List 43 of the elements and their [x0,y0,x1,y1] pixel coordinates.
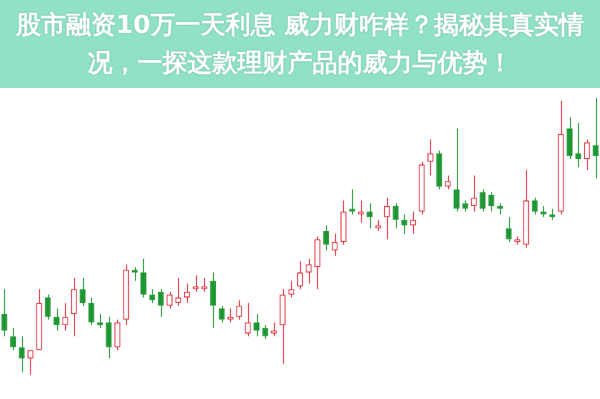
candlestick [410,211,416,234]
candlestick [114,319,120,351]
candlestick [454,128,460,212]
candlestick [70,278,77,337]
candlestick [592,98,599,179]
candlestick [366,202,373,229]
candlestick [166,291,173,310]
candlestick [54,308,60,332]
candlestick [140,258,146,298]
candlestick [323,224,330,251]
candlestick [497,202,503,215]
candlestick [444,175,451,190]
candlestick [184,283,190,304]
candlestick [10,327,16,351]
candlestick [401,214,408,234]
candlestick [80,278,86,306]
candlestick [288,280,294,298]
candlestick [540,206,546,218]
candlestick [254,314,260,337]
candlestick [358,200,364,224]
candlestick [44,294,51,320]
candlestick [392,202,399,229]
candlestick [427,139,434,176]
candlestick [27,350,34,376]
candlestick [470,175,477,212]
candlestick [506,216,512,243]
candlestick [88,296,94,326]
candlestick [488,192,494,212]
candlestick [584,139,590,171]
candlestick [236,300,242,320]
candlestick [297,260,303,290]
candlestick [210,272,216,328]
candlestick [270,322,277,337]
candlestick [480,188,486,212]
candlestick [158,288,164,318]
chart-title: 股市融资10万一天利息 威力财咋样？揭秘其真实情况，一探这款理财产品的威力与优势！ [14,9,586,79]
candlestick [1,288,8,337]
candlestick [149,288,156,304]
candlestick [306,258,312,284]
candlestick [106,316,112,359]
candlestick [384,197,390,240]
candlestick [132,266,138,282]
candlestick [244,302,251,337]
